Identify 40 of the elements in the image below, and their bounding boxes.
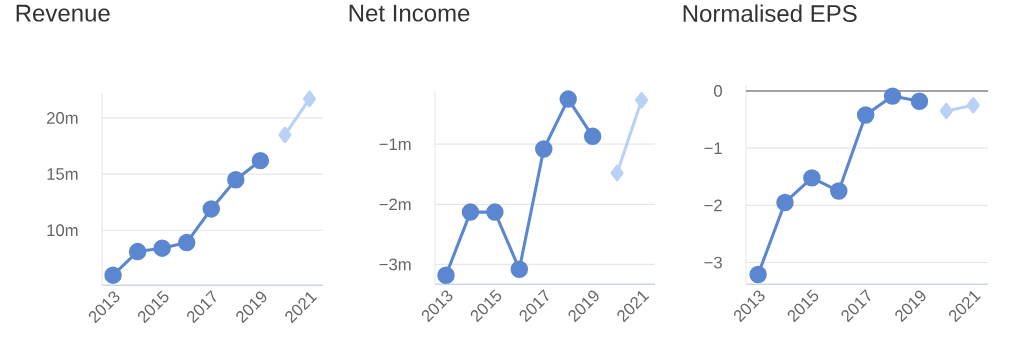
point [461, 203, 480, 221]
y-tick-label: −3m [379, 258, 411, 271]
point [437, 266, 455, 284]
point [535, 140, 553, 158]
point [610, 164, 624, 182]
point [227, 170, 245, 189]
point [486, 203, 504, 221]
y-tick-label: −2m [379, 198, 411, 210]
point [302, 90, 317, 107]
point [830, 182, 848, 200]
point [856, 106, 875, 124]
y-tick-label: −2 [704, 199, 722, 212]
y-tick-label: 0 [714, 84, 722, 97]
point [251, 151, 270, 170]
point [803, 169, 821, 187]
y-tick-label: −1m [379, 138, 411, 150]
y-tick-label: −3 [704, 256, 722, 269]
y-tick-label: 10m [47, 224, 78, 237]
point [583, 127, 602, 145]
point [883, 87, 902, 105]
point [104, 266, 122, 284]
y-tick-label: 15m [47, 168, 78, 180]
point [966, 96, 980, 114]
y-tick-label: −1 [704, 142, 722, 154]
point [177, 233, 196, 252]
point [635, 91, 649, 109]
chart-title: Net Income [349, 4, 470, 22]
point [910, 92, 929, 110]
point [776, 193, 794, 212]
chart-title: Normalised EPS [683, 4, 857, 22]
point [202, 200, 221, 218]
chart-title: Revenue [16, 4, 110, 22]
point [749, 265, 767, 284]
point [153, 239, 171, 257]
y-tick-label: 20m [47, 111, 78, 124]
point [510, 260, 529, 278]
point [128, 242, 147, 261]
point [278, 126, 292, 143]
point [559, 90, 577, 108]
point [939, 102, 953, 120]
